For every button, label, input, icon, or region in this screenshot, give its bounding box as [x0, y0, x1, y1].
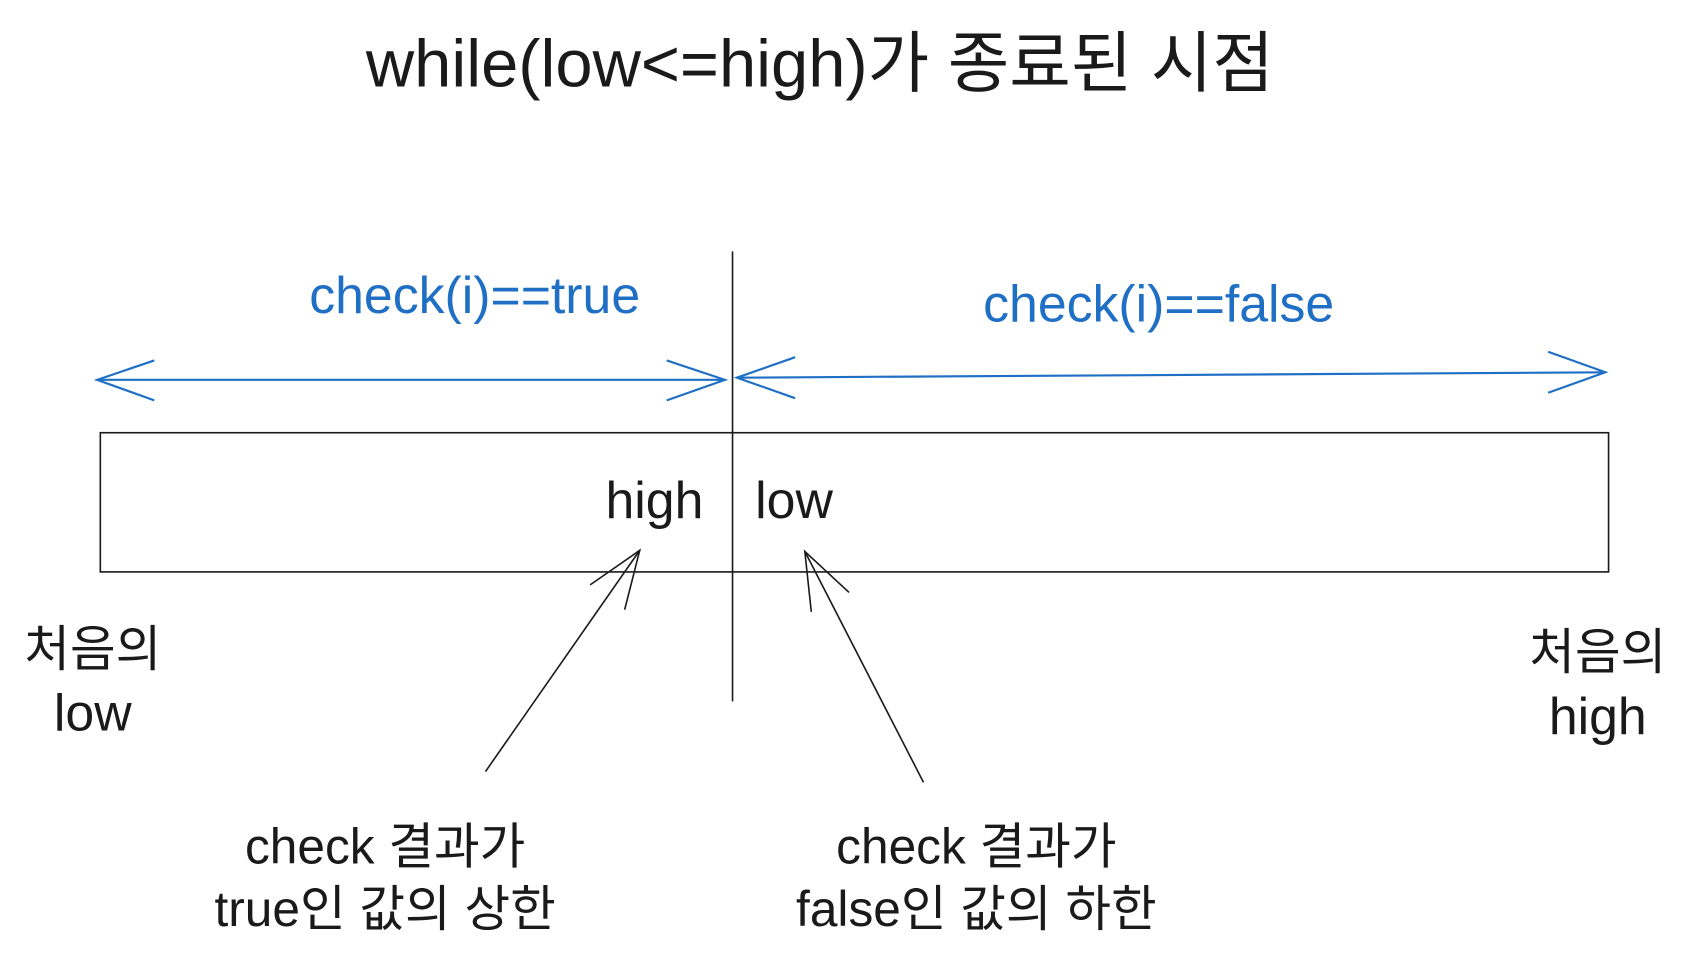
false-lower-bound-line2: false인 값의 하한: [796, 881, 1157, 937]
false-range-arrow: [733, 350, 1609, 400]
initial-high-line2: high: [1549, 687, 1647, 745]
true-upper-bound-line1: check 결과가: [245, 818, 525, 874]
true-region-label: check(i)==true: [309, 266, 640, 324]
right-annotation-arrow: [803, 549, 925, 783]
initial-high-line1: 처음의: [1529, 624, 1666, 680]
title: while(low<=high)가 종료된 시점: [365, 26, 1274, 101]
false-region-label: check(i)==false: [983, 275, 1334, 333]
low-pointer-label: low: [755, 471, 833, 529]
high-pointer-label: high: [606, 471, 704, 529]
initial-low-line2: low: [54, 684, 132, 742]
initial-low-line1: 처음의: [24, 621, 161, 677]
false-lower-bound-line1: check 결과가: [836, 818, 1116, 874]
true-range-arrow: [93, 359, 729, 402]
true-upper-bound-line2: true인 값의 상한: [214, 881, 555, 937]
array-box: [99, 431, 1610, 573]
left-annotation-arrow: [484, 548, 642, 773]
